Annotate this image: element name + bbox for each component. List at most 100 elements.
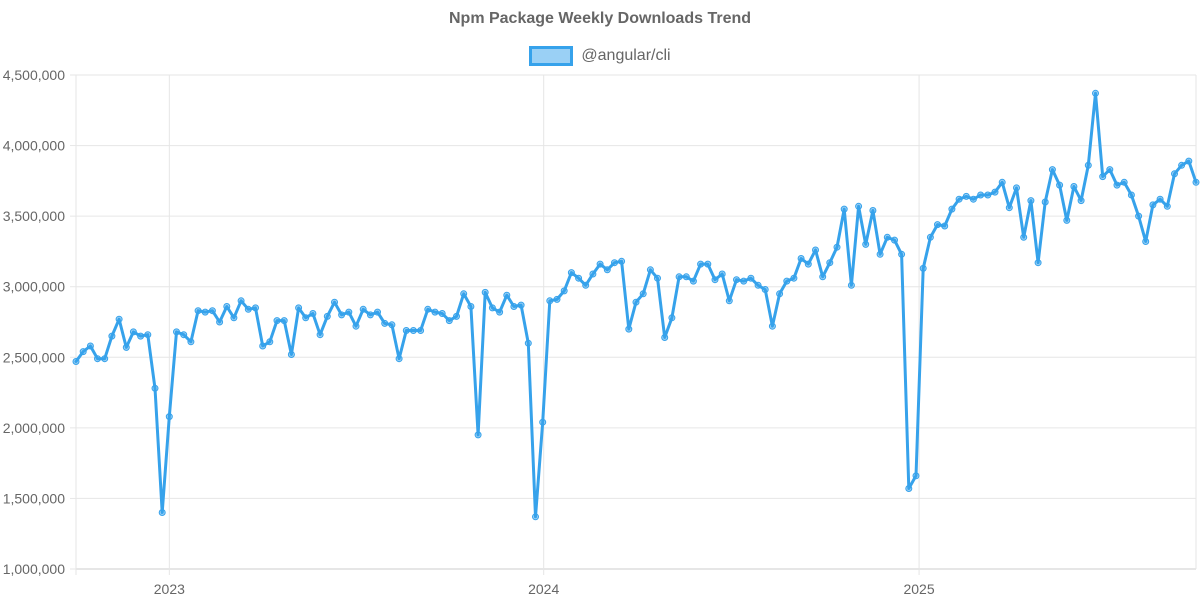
data-point xyxy=(654,274,661,282)
data-point xyxy=(1156,195,1164,203)
data-point xyxy=(876,250,884,258)
data-point xyxy=(86,342,94,350)
data-point xyxy=(316,331,324,339)
legend[interactable]: @angular/cli xyxy=(0,46,1200,66)
data-point xyxy=(1013,184,1020,192)
data-point xyxy=(546,297,554,305)
data-point xyxy=(711,276,719,284)
data-point xyxy=(395,355,403,363)
data-point xyxy=(1106,166,1114,174)
data-point xyxy=(898,250,906,258)
data-point xyxy=(689,277,697,285)
data-point xyxy=(819,273,827,281)
data-point xyxy=(129,328,137,336)
data-point xyxy=(302,314,310,322)
data-point xyxy=(1063,216,1071,224)
data-point xyxy=(1149,201,1157,209)
data-point xyxy=(790,274,798,282)
data-point xyxy=(496,308,504,316)
data-point xyxy=(173,328,180,336)
data-point xyxy=(187,338,195,346)
data-point xyxy=(1142,238,1150,245)
data-point xyxy=(273,317,281,325)
data-point xyxy=(1135,212,1143,220)
data-point xyxy=(1005,204,1013,212)
data-point xyxy=(1020,233,1028,241)
data-point xyxy=(625,325,633,333)
data-point xyxy=(1084,161,1092,169)
data-point xyxy=(323,312,331,320)
y-tick-label: 1,500,000 xyxy=(3,490,65,506)
data-point xyxy=(259,342,267,350)
data-point xyxy=(208,307,216,315)
data-point xyxy=(438,310,446,317)
x-tick-label: 2024 xyxy=(528,581,559,597)
data-point xyxy=(1178,161,1186,169)
data-point xyxy=(740,277,748,285)
data-point xyxy=(481,288,489,296)
data-point xyxy=(567,269,575,277)
data-point xyxy=(639,290,647,298)
data-point xyxy=(1099,173,1107,181)
data-point xyxy=(460,290,468,298)
data-point xyxy=(768,322,776,330)
data-point xyxy=(704,260,712,268)
data-point xyxy=(280,317,288,325)
data-point xyxy=(797,255,805,262)
data-point xyxy=(754,281,762,289)
data-point xyxy=(488,304,496,312)
data-point xyxy=(747,274,755,282)
data-point xyxy=(761,286,769,293)
data-point xyxy=(194,307,202,315)
data-point xyxy=(575,274,583,282)
data-point xyxy=(230,314,238,322)
y-tick-label: 4,500,000 xyxy=(3,67,65,83)
data-point xyxy=(1056,181,1064,189)
data-point xyxy=(1077,197,1085,205)
data-point xyxy=(144,331,152,339)
data-point xyxy=(352,322,360,330)
data-point xyxy=(180,331,188,339)
x-tick-label: 2025 xyxy=(903,581,934,597)
data-point xyxy=(833,243,841,251)
data-point xyxy=(1041,198,1049,206)
y-tick-label: 3,000,000 xyxy=(3,279,65,295)
data-point xyxy=(345,308,353,316)
data-point xyxy=(295,304,303,312)
data-point xyxy=(151,384,159,392)
data-point xyxy=(309,310,317,317)
data-point xyxy=(855,202,863,210)
data-point xyxy=(532,513,539,521)
data-point xyxy=(424,305,432,313)
data-point xyxy=(682,273,690,281)
data-point xyxy=(962,192,970,200)
data-point xyxy=(661,334,669,341)
data-point xyxy=(474,431,482,439)
data-point xyxy=(101,355,109,363)
data-point xyxy=(381,319,389,327)
data-point xyxy=(108,332,116,340)
data-point xyxy=(618,257,626,265)
data-point xyxy=(840,205,848,213)
data-point xyxy=(237,297,245,305)
data-point xyxy=(252,304,259,312)
data-point xyxy=(1127,191,1135,199)
data-point xyxy=(467,303,475,310)
data-point xyxy=(826,259,834,267)
data-point xyxy=(776,290,784,298)
data-point xyxy=(165,413,173,421)
data-point xyxy=(331,298,338,306)
data-point xyxy=(1192,178,1200,186)
data-point xyxy=(632,298,640,306)
data-point xyxy=(453,312,460,320)
data-point xyxy=(941,222,949,230)
data-point xyxy=(366,311,374,319)
data-point xyxy=(409,327,417,334)
data-point xyxy=(718,270,726,278)
data-point xyxy=(524,339,532,347)
data-point xyxy=(539,418,547,426)
data-point xyxy=(402,327,410,334)
data-point xyxy=(646,266,654,274)
y-tick-label: 2,500,000 xyxy=(3,349,65,365)
